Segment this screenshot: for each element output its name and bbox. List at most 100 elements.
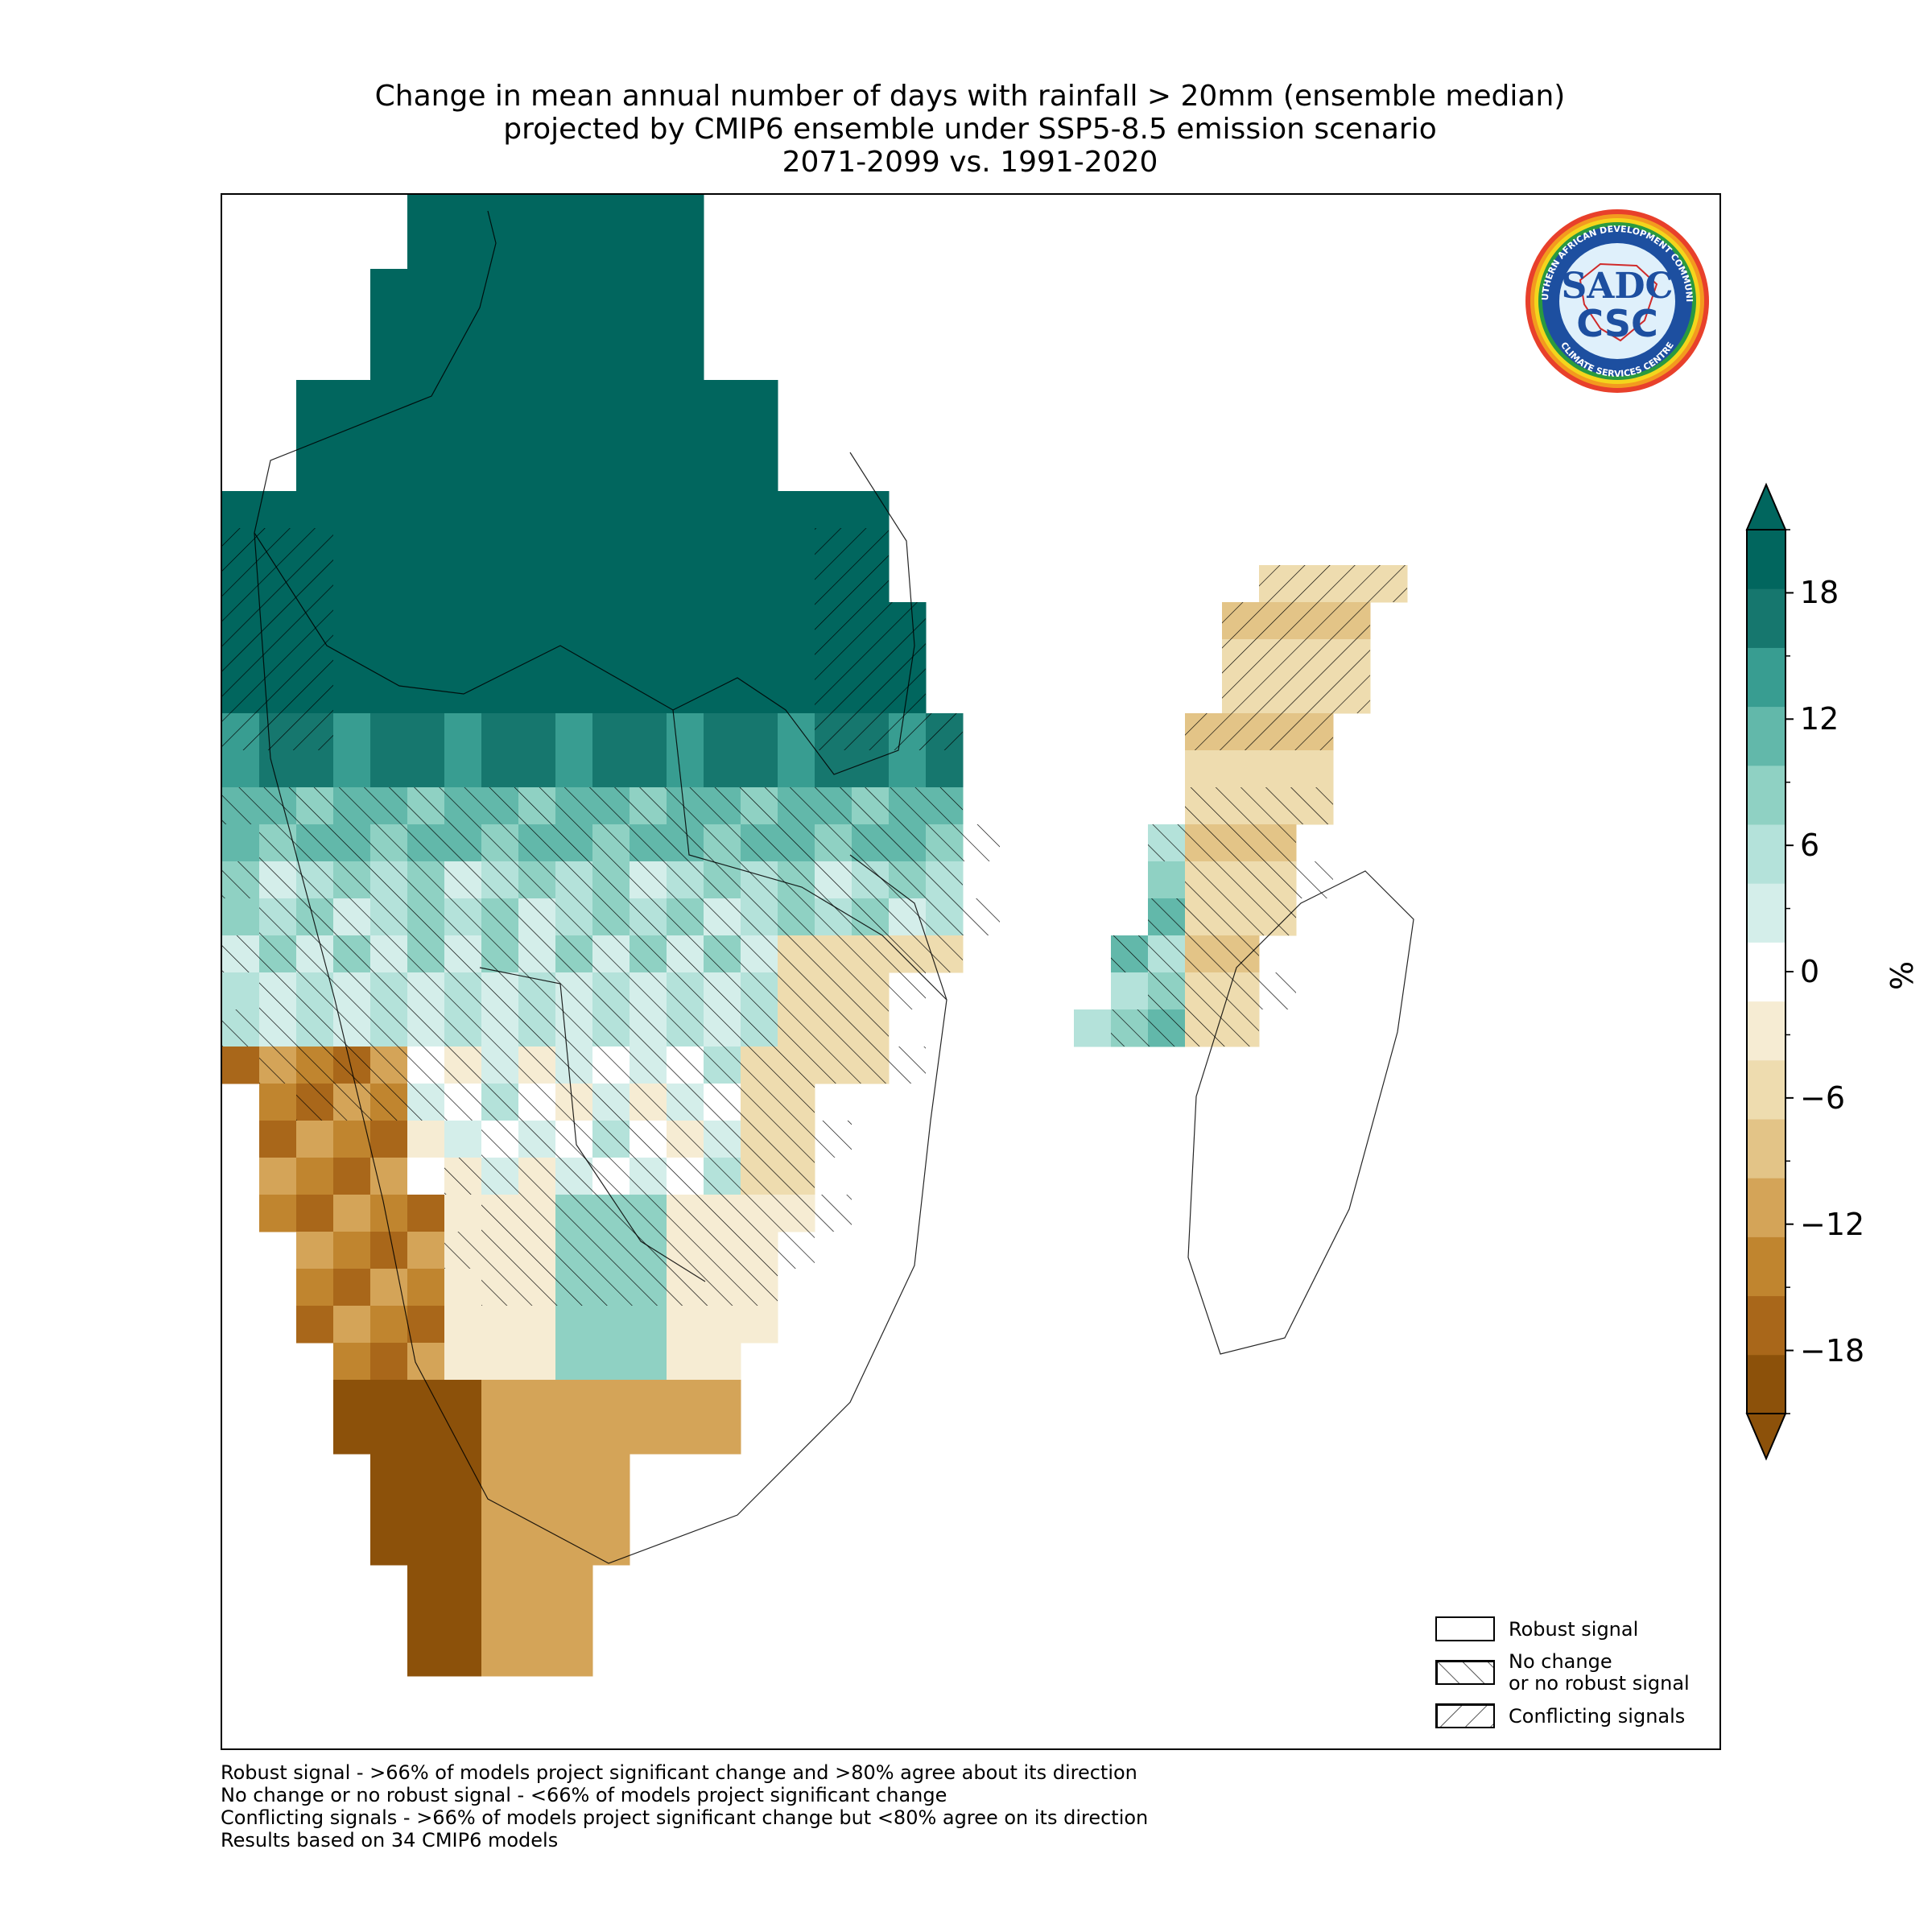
hatch-no-robust-signal bbox=[889, 935, 963, 972]
hatch-no-robust-signal bbox=[444, 861, 518, 898]
hatch-conflicting-signals bbox=[1296, 602, 1333, 639]
hatch-no-robust-signal bbox=[741, 935, 815, 972]
hatch-no-robust-signal bbox=[444, 1232, 518, 1269]
country-borders bbox=[254, 210, 1414, 1564]
grid-cell bbox=[592, 676, 630, 714]
grid-cell bbox=[555, 1639, 593, 1677]
grid-cell bbox=[592, 454, 630, 492]
hatch-no-robust-signal bbox=[481, 1121, 555, 1158]
grid-cell bbox=[407, 232, 445, 270]
grid-cell bbox=[778, 565, 815, 603]
grid-cell bbox=[778, 491, 815, 529]
hatch-no-robust-signal bbox=[370, 787, 444, 824]
grid-cell bbox=[407, 1491, 445, 1529]
grid-cell bbox=[481, 343, 519, 381]
grid-cell bbox=[333, 639, 371, 677]
grid-cell bbox=[630, 195, 667, 233]
grid-cell bbox=[407, 1343, 445, 1381]
grid-cell bbox=[815, 491, 852, 529]
grid-cell bbox=[444, 1565, 482, 1603]
grid-cell bbox=[333, 1380, 371, 1418]
grid-cell bbox=[481, 1417, 519, 1455]
hatch-no-robust-signal bbox=[704, 1269, 778, 1306]
hatch-no-robust-signal bbox=[518, 1232, 592, 1269]
grid-cell bbox=[333, 491, 371, 529]
grid-cell bbox=[630, 306, 667, 344]
grid-cell bbox=[222, 491, 260, 529]
hatch-no-robust-signal bbox=[1185, 935, 1259, 972]
hatch-conflicting-signals bbox=[222, 565, 259, 602]
grid-cell bbox=[481, 1454, 519, 1492]
hatch-no-robust-signal bbox=[518, 1158, 592, 1195]
hatch-conflicting-signals bbox=[1222, 676, 1259, 713]
hatch-no-robust-signal bbox=[444, 935, 518, 972]
hatch-no-robust-signal bbox=[444, 1084, 518, 1121]
grid-cell bbox=[407, 343, 445, 381]
grid-cell bbox=[444, 528, 482, 566]
grid-cell bbox=[518, 676, 556, 714]
grid-cell bbox=[778, 750, 815, 788]
colorbar-segment bbox=[1747, 706, 1785, 766]
grid-cell bbox=[778, 639, 815, 677]
hatch-no-robust-signal bbox=[667, 1084, 741, 1121]
hatch-conflicting-signals bbox=[1296, 713, 1333, 750]
grid-cell bbox=[1111, 972, 1149, 1010]
hatch-no-robust-signal bbox=[704, 972, 778, 1009]
grid-cell bbox=[741, 491, 778, 529]
grid-cell bbox=[667, 1306, 704, 1344]
grid-cell bbox=[630, 1343, 667, 1381]
hatch-no-robust-signal bbox=[630, 1269, 704, 1306]
border-line bbox=[479, 967, 706, 1282]
grid-cell bbox=[555, 639, 593, 677]
grid-cell bbox=[259, 1084, 297, 1121]
hatch-no-robust-signal bbox=[407, 898, 481, 935]
grid-cell bbox=[481, 269, 519, 307]
hatch-no-robust-signal bbox=[1222, 824, 1296, 861]
hatch-no-robust-signal bbox=[481, 972, 555, 1009]
grid-cell bbox=[518, 195, 556, 233]
hatch-conflicting-signals bbox=[1333, 639, 1370, 676]
hatch-conflicting-signals bbox=[889, 639, 926, 676]
legend-swatch-nochange bbox=[1435, 1660, 1495, 1685]
hatch-no-robust-signal bbox=[222, 861, 296, 898]
hatch-conflicting-signals bbox=[815, 602, 852, 639]
grid-cell bbox=[407, 491, 445, 529]
colorbar-tick-label: 6 bbox=[1800, 828, 1820, 864]
grid-cell bbox=[592, 306, 630, 344]
hatch-no-robust-signal bbox=[407, 1046, 481, 1084]
grid-cell bbox=[370, 565, 408, 603]
grid-cell bbox=[296, 1306, 334, 1344]
hatch-no-robust-signal bbox=[259, 898, 333, 935]
grid-cell bbox=[518, 565, 556, 603]
hatch-no-robust-signal bbox=[1259, 861, 1333, 898]
hatch-no-robust-signal bbox=[630, 1195, 704, 1232]
grid-cell bbox=[555, 1306, 593, 1344]
hatch-no-robust-signal bbox=[889, 787, 963, 824]
hatch-conflicting-signals bbox=[1222, 713, 1259, 750]
hatch-conflicting-signals bbox=[1296, 639, 1333, 676]
grid-cell bbox=[592, 750, 630, 788]
hatch-no-robust-signal bbox=[926, 824, 1000, 861]
grid-cell bbox=[370, 713, 408, 751]
hatch-no-robust-signal bbox=[1148, 824, 1222, 861]
grid-cell bbox=[296, 1269, 334, 1307]
hatch-no-robust-signal bbox=[370, 935, 444, 972]
grid-cell bbox=[778, 602, 815, 640]
hatch-conflicting-signals bbox=[926, 713, 963, 750]
grid-cell bbox=[333, 1269, 371, 1307]
hatch-no-robust-signal bbox=[592, 935, 667, 972]
grid-cell bbox=[592, 602, 630, 640]
grid-cell bbox=[667, 1417, 704, 1455]
grid-cell bbox=[704, 750, 741, 788]
footnote-2: No change or no robust signal - <66% of … bbox=[221, 1784, 947, 1806]
hatch-no-robust-signal bbox=[333, 898, 407, 935]
grid-cell bbox=[592, 1380, 630, 1418]
hatch-conflicting-signals bbox=[852, 602, 889, 639]
grid-cell bbox=[704, 713, 741, 751]
grid-cell bbox=[555, 1380, 593, 1418]
hatch-conflicting-signals bbox=[296, 565, 333, 602]
grid-cell bbox=[592, 528, 630, 566]
grid-cell bbox=[444, 454, 482, 492]
grid-cell bbox=[444, 1380, 482, 1418]
grid-cell bbox=[296, 454, 334, 492]
